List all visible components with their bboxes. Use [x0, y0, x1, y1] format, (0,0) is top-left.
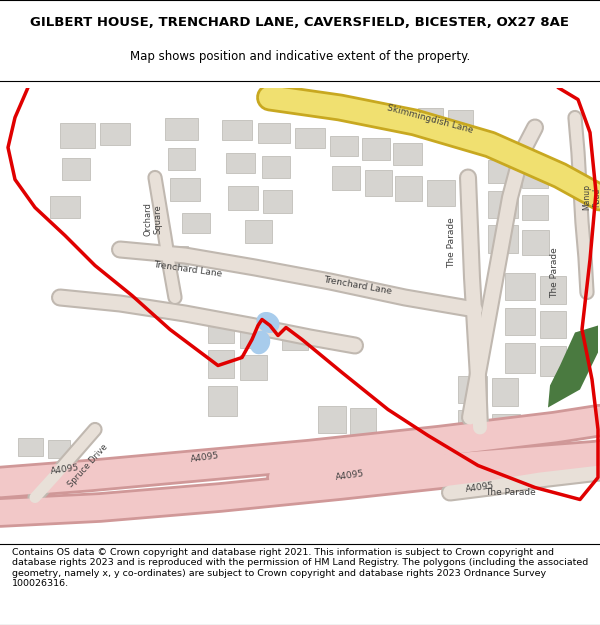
Text: GILBERT HOUSE, TRENCHARD LANE, CAVERSFIELD, BICESTER, OX27 8AE: GILBERT HOUSE, TRENCHARD LANE, CAVERSFIE…: [31, 16, 569, 29]
Polygon shape: [222, 119, 252, 139]
Polygon shape: [458, 376, 487, 402]
Polygon shape: [226, 152, 255, 173]
Polygon shape: [332, 166, 360, 189]
Text: Spruce Drive: Spruce Drive: [67, 442, 110, 489]
Polygon shape: [318, 406, 346, 432]
Polygon shape: [14, 466, 38, 486]
Polygon shape: [522, 194, 548, 219]
Ellipse shape: [256, 312, 280, 333]
Polygon shape: [488, 159, 518, 182]
Polygon shape: [362, 138, 390, 159]
Polygon shape: [522, 229, 549, 254]
Polygon shape: [540, 311, 566, 338]
Polygon shape: [522, 164, 548, 188]
Polygon shape: [50, 196, 80, 218]
Polygon shape: [505, 272, 535, 299]
Polygon shape: [43, 468, 65, 488]
Polygon shape: [350, 408, 376, 436]
Polygon shape: [548, 326, 598, 408]
Polygon shape: [395, 176, 422, 201]
Polygon shape: [458, 409, 487, 439]
Text: Manup
Road: Manup Road: [582, 184, 600, 211]
Polygon shape: [208, 349, 234, 378]
Text: A4095: A4095: [190, 451, 220, 464]
Text: Skimmingdish Lane: Skimmingdish Lane: [386, 104, 474, 136]
Text: The Parade: The Parade: [485, 488, 535, 497]
Polygon shape: [295, 127, 325, 148]
Polygon shape: [492, 378, 518, 406]
Text: A4095: A4095: [50, 463, 80, 476]
Polygon shape: [62, 158, 90, 179]
Polygon shape: [100, 122, 130, 144]
Polygon shape: [245, 219, 272, 243]
Polygon shape: [318, 439, 346, 468]
Text: Orchard
Square: Orchard Square: [143, 202, 163, 236]
Polygon shape: [168, 148, 195, 169]
Polygon shape: [48, 439, 70, 458]
Text: A4095: A4095: [465, 481, 495, 494]
Polygon shape: [208, 319, 234, 342]
Polygon shape: [418, 107, 443, 127]
Polygon shape: [60, 122, 95, 148]
Polygon shape: [505, 342, 535, 372]
Polygon shape: [240, 354, 267, 379]
Polygon shape: [240, 322, 263, 348]
Polygon shape: [182, 213, 210, 232]
Polygon shape: [228, 186, 258, 209]
Ellipse shape: [250, 331, 270, 354]
Polygon shape: [505, 308, 535, 334]
Polygon shape: [393, 142, 422, 164]
Text: Contains OS data © Crown copyright and database right 2021. This information is : Contains OS data © Crown copyright and d…: [12, 548, 588, 588]
Polygon shape: [540, 276, 566, 304]
Text: Trenchard Lane: Trenchard Lane: [153, 260, 223, 279]
Polygon shape: [262, 156, 290, 178]
Polygon shape: [170, 177, 200, 201]
Text: A4095: A4095: [335, 469, 365, 482]
Polygon shape: [18, 438, 43, 456]
Text: Map shows position and indicative extent of the property.: Map shows position and indicative extent…: [130, 51, 470, 63]
Polygon shape: [258, 122, 290, 142]
Polygon shape: [208, 386, 237, 416]
Polygon shape: [492, 414, 520, 441]
Polygon shape: [540, 346, 566, 376]
Text: Trenchard Lane: Trenchard Lane: [323, 275, 393, 296]
Polygon shape: [448, 109, 473, 131]
Text: The Parade: The Parade: [448, 217, 457, 268]
Polygon shape: [162, 246, 188, 266]
Text: The Parade: The Parade: [551, 247, 560, 298]
Polygon shape: [488, 224, 518, 253]
Polygon shape: [488, 191, 518, 218]
Polygon shape: [282, 328, 308, 349]
Polygon shape: [365, 169, 392, 196]
Polygon shape: [427, 179, 455, 206]
Polygon shape: [165, 118, 198, 139]
Polygon shape: [330, 136, 358, 156]
Polygon shape: [263, 189, 292, 213]
